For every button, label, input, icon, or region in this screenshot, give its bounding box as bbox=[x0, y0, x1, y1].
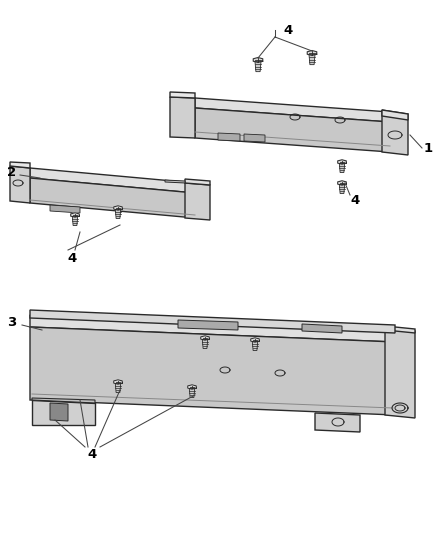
Polygon shape bbox=[385, 326, 415, 333]
Text: 1: 1 bbox=[424, 141, 433, 155]
Polygon shape bbox=[307, 51, 317, 55]
Polygon shape bbox=[178, 320, 238, 330]
Polygon shape bbox=[218, 133, 240, 141]
Polygon shape bbox=[170, 97, 195, 138]
Polygon shape bbox=[315, 413, 360, 432]
Polygon shape bbox=[252, 342, 258, 351]
Polygon shape bbox=[185, 179, 210, 185]
Polygon shape bbox=[30, 168, 195, 193]
Polygon shape bbox=[195, 98, 390, 122]
Polygon shape bbox=[338, 160, 346, 164]
Polygon shape bbox=[244, 134, 265, 142]
Polygon shape bbox=[189, 389, 195, 398]
Polygon shape bbox=[115, 383, 121, 392]
Polygon shape bbox=[50, 403, 68, 421]
Polygon shape bbox=[339, 164, 345, 173]
Polygon shape bbox=[382, 110, 408, 120]
Polygon shape bbox=[255, 62, 261, 71]
Polygon shape bbox=[309, 55, 315, 64]
Polygon shape bbox=[114, 380, 122, 384]
Polygon shape bbox=[50, 205, 80, 213]
Text: 4: 4 bbox=[67, 252, 77, 264]
Polygon shape bbox=[30, 327, 395, 415]
Text: 2: 2 bbox=[7, 166, 17, 179]
Polygon shape bbox=[385, 328, 415, 418]
Polygon shape bbox=[339, 184, 345, 193]
Text: 3: 3 bbox=[7, 316, 17, 328]
Polygon shape bbox=[10, 166, 30, 203]
Polygon shape bbox=[338, 181, 346, 185]
Polygon shape bbox=[382, 110, 408, 155]
Polygon shape bbox=[185, 183, 210, 220]
Polygon shape bbox=[202, 340, 208, 349]
Polygon shape bbox=[114, 206, 122, 210]
Text: 4: 4 bbox=[350, 193, 360, 206]
Polygon shape bbox=[201, 336, 209, 340]
Polygon shape bbox=[251, 338, 259, 342]
Polygon shape bbox=[32, 400, 95, 425]
Polygon shape bbox=[32, 398, 95, 403]
Polygon shape bbox=[115, 209, 121, 219]
Polygon shape bbox=[195, 108, 390, 152]
Polygon shape bbox=[10, 162, 30, 168]
Polygon shape bbox=[30, 178, 195, 218]
Polygon shape bbox=[188, 385, 196, 389]
Polygon shape bbox=[302, 324, 342, 333]
Text: 4: 4 bbox=[283, 23, 293, 36]
Polygon shape bbox=[72, 216, 78, 225]
Polygon shape bbox=[30, 310, 395, 333]
Polygon shape bbox=[165, 180, 185, 183]
Polygon shape bbox=[170, 92, 195, 98]
Polygon shape bbox=[71, 213, 79, 217]
Polygon shape bbox=[253, 58, 263, 62]
Text: 4: 4 bbox=[87, 448, 97, 462]
Polygon shape bbox=[30, 315, 395, 342]
